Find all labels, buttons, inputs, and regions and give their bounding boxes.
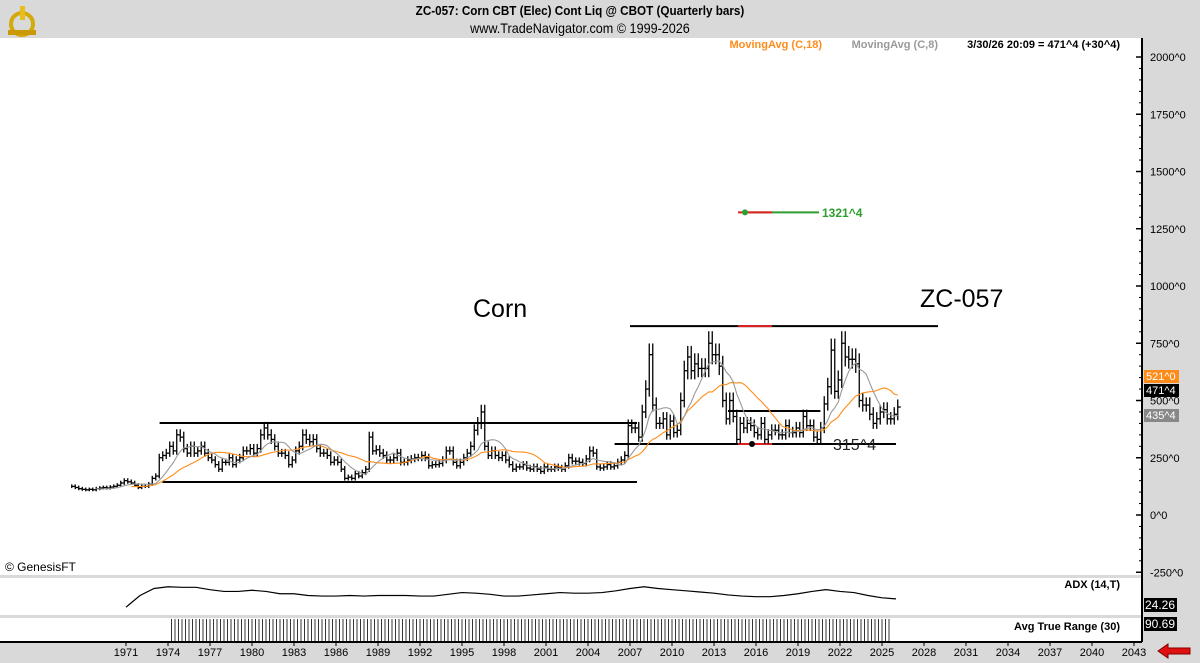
scroll-left-arrow-icon[interactable] [1157,643,1191,659]
x-tick-label: 2019 [786,647,810,659]
copyright: © GenesisFT [5,560,77,574]
adx-line [125,586,897,608]
chart-title: ZC-057: Corn CBT (Elec) Cont Liq @ CBOT … [415,3,745,18]
target-dot [742,209,748,216]
x-tick-label: 2034 [996,647,1020,659]
x-tick-label: 2031 [954,647,978,659]
y-tick-label: -250^0 [1150,567,1183,579]
x-tick-label: 2004 [576,647,600,659]
x-tick-label: 2007 [618,647,642,659]
last-price-tag-text: 471^4 [1146,385,1176,397]
ma8-price-tag-text: 435^4 [1146,410,1176,422]
sextant-logo-icon [8,6,36,37]
adx-label: ADX (14,T) [1064,579,1120,591]
last-price-legend: 3/30/26 20:09 = 471^4 (+30^4) [967,39,1120,51]
y-tick-label: 1250^0 [1150,224,1186,236]
x-tick-label: 1995 [450,647,474,659]
symbol-annotation: ZC-057 [920,285,1003,313]
x-tick-label: 1992 [408,647,432,659]
y-tick-label: 750^0 [1150,338,1180,350]
last-price-tag [1144,384,1179,397]
ma18-legend: MovingAvg (C,18) [730,39,823,51]
low-annotation: 315^4 [833,437,876,454]
ma18-price-tag-text: 521^0 [1146,371,1176,383]
x-tick-label: 1980 [240,647,264,659]
target-label: 1321^4 [822,206,863,220]
ma18-price-tag [1144,370,1179,383]
y-tick-label: 0^0 [1150,510,1167,522]
x-tick-label: 2013 [702,647,726,659]
y-tick-label: 250^0 [1150,453,1180,465]
ma8-line [96,360,898,490]
y-tick-label: 1500^0 [1150,167,1186,179]
x-tick-label: 2040 [1080,647,1104,659]
ma8-legend: MovingAvg (C,8) [852,39,939,51]
x-tick-label: 1971 [114,647,138,659]
x-tick-label: 2043 [1122,647,1146,659]
y-tick-label: 1000^0 [1150,281,1186,293]
adx-value: 24.26 [1145,598,1175,612]
low-point-dot [749,441,755,448]
atr-value-tag [1144,617,1177,631]
x-tick-label: 2028 [912,647,936,659]
atr-value: 90.69 [1145,617,1175,631]
x-tick-label: 1989 [366,647,390,659]
adx-pane [0,578,1142,615]
y-tick-label: 1750^0 [1150,109,1186,121]
x-tick-label: 2010 [660,647,684,659]
ma18-line [131,381,898,488]
x-tick-label: 2037 [1038,647,1062,659]
main-pane [0,38,1142,575]
chart-subtitle: www.TradeNavigator.com © 1999-2026 [470,20,690,36]
x-tick-label: 1974 [156,647,180,659]
atr-label: Avg True Range (30) [1014,621,1120,633]
title-bar: ZC-057: Corn CBT (Elec) Cont Liq @ CBOT … [0,0,1200,38]
ma8-price-tag [1144,409,1179,422]
y-tick-label: 2000^0 [1150,52,1186,64]
x-tick-label: 2022 [828,647,852,659]
x-tick-label: 1998 [492,647,516,659]
x-tick-label: 1983 [282,647,306,659]
corn-annotation: Corn [473,295,527,323]
y-tick-label: 500^0 [1150,396,1180,408]
x-tick-label: 2025 [870,647,894,659]
x-tick-label: 2016 [744,647,768,659]
atr-pane [0,618,1142,642]
x-tick-label: 2001 [534,647,558,659]
x-tick-label: 1986 [324,647,348,659]
adx-value-tag [1144,598,1177,612]
x-tick-label: 1977 [198,647,222,659]
